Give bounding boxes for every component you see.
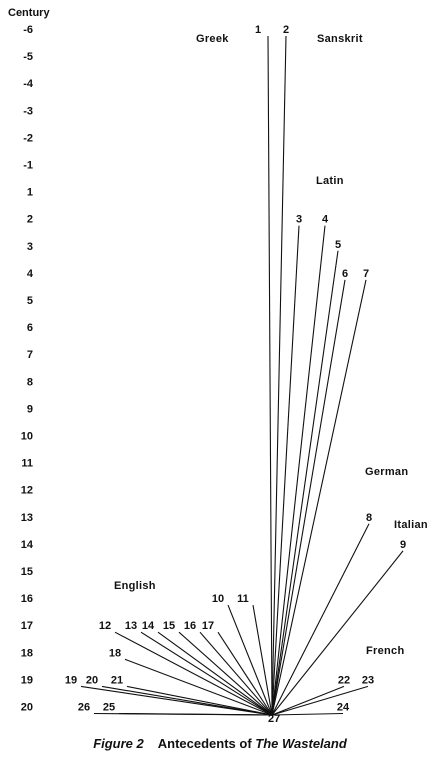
century-tick: 12 — [21, 485, 33, 497]
caption-title-italic: The Wasteland — [255, 736, 347, 751]
language-german: German — [365, 466, 408, 478]
century-tick: 11 — [21, 458, 33, 470]
source-node: 12 — [99, 620, 111, 632]
source-node: 9 — [400, 539, 406, 551]
influence-line — [126, 685, 273, 716]
influence-line — [227, 604, 273, 716]
century-axis: -6-5-4-3-2-11234567891011121314151617181… — [21, 24, 34, 714]
influence-line — [252, 605, 273, 716]
century-tick: 18 — [21, 647, 33, 659]
influence-line — [271, 279, 346, 716]
influence-line — [271, 225, 300, 716]
language-latin: Latin — [316, 175, 344, 187]
source-node: 19 — [65, 674, 77, 686]
century-tick: 19 — [21, 674, 33, 686]
source-node: 11 — [237, 593, 249, 605]
source-node: 2 — [283, 24, 289, 36]
axis-title: Century — [8, 7, 50, 19]
source-node: 8 — [366, 512, 372, 524]
century-tick: -1 — [23, 160, 33, 172]
century-tick: 16 — [21, 593, 33, 605]
source-node: 14 — [142, 620, 155, 632]
century-tick: 7 — [27, 349, 33, 361]
century-tick: -6 — [23, 24, 33, 36]
influence-line — [217, 631, 273, 716]
influence-lines — [80, 35, 404, 716]
caption-label: Figure 2 — [93, 736, 144, 751]
figure-caption: Figure 2 Antecedents of The Wasteland — [0, 736, 440, 751]
influence-line — [199, 631, 273, 716]
source-node: 24 — [337, 702, 350, 714]
century-tick: 3 — [27, 241, 33, 253]
century-tick: 9 — [27, 403, 33, 415]
century-tick: -2 — [23, 132, 33, 144]
source-node: 26 — [78, 702, 90, 714]
source-node: 1 — [255, 24, 261, 36]
influence-line — [271, 279, 367, 716]
influence-line — [271, 712, 344, 716]
source-node: 22 — [338, 674, 350, 686]
source-node: 4 — [322, 214, 329, 226]
influence-line — [271, 250, 339, 716]
century-tick: 5 — [27, 295, 33, 307]
influence-line — [271, 225, 326, 716]
century-tick: 6 — [27, 322, 33, 334]
language-sanskrit: Sanskrit — [317, 33, 363, 45]
century-tick: 10 — [21, 431, 33, 443]
source-node: 10 — [212, 593, 224, 605]
source-node: 23 — [362, 674, 374, 686]
influence-line — [140, 631, 273, 716]
target-node-27: 27 — [268, 713, 280, 725]
source-node: 17 — [202, 620, 214, 632]
language-greek: Greek — [196, 33, 229, 45]
language-italian: Italian — [394, 519, 428, 531]
source-node: 16 — [184, 620, 196, 632]
influence-line — [267, 35, 273, 716]
influence-line — [124, 658, 273, 716]
source-node: 18 — [109, 647, 121, 659]
century-tick: -4 — [23, 78, 34, 90]
influence-line — [271, 685, 345, 716]
century-tick: 17 — [21, 620, 33, 632]
century-tick: 14 — [21, 539, 34, 551]
source-node: 21 — [111, 674, 123, 686]
caption-title-plain: Antecedents of — [157, 736, 256, 751]
century-tick: -5 — [23, 51, 33, 63]
century-tick: 15 — [21, 566, 33, 578]
source-node: 15 — [163, 620, 175, 632]
source-node: 3 — [296, 214, 302, 226]
century-tick: 20 — [21, 702, 33, 714]
influence-line — [101, 685, 273, 716]
source-node: 13 — [125, 620, 137, 632]
source-node: 6 — [342, 268, 348, 280]
century-tick: 13 — [21, 512, 33, 524]
influence-line — [114, 631, 273, 716]
century-tick: 4 — [27, 268, 34, 280]
century-tick: 8 — [27, 376, 33, 388]
influence-line — [271, 523, 370, 716]
century-tick: 2 — [27, 214, 33, 226]
source-node: 20 — [86, 674, 98, 686]
influence-line — [80, 685, 273, 716]
caption-title: Antecedents of The Wasteland — [158, 736, 347, 751]
source-node: 7 — [363, 268, 369, 280]
influence-line — [271, 550, 404, 716]
influence-line — [157, 631, 273, 716]
century-tick: 1 — [27, 187, 33, 199]
influence-line — [271, 685, 369, 716]
source-node: 5 — [335, 239, 341, 251]
source-node: 25 — [103, 702, 115, 714]
language-english: English — [114, 580, 156, 592]
influence-line — [178, 631, 273, 716]
influence-line — [93, 712, 273, 716]
century-tick: -3 — [23, 105, 33, 117]
language-french: French — [366, 645, 404, 657]
influence-line — [271, 35, 287, 716]
